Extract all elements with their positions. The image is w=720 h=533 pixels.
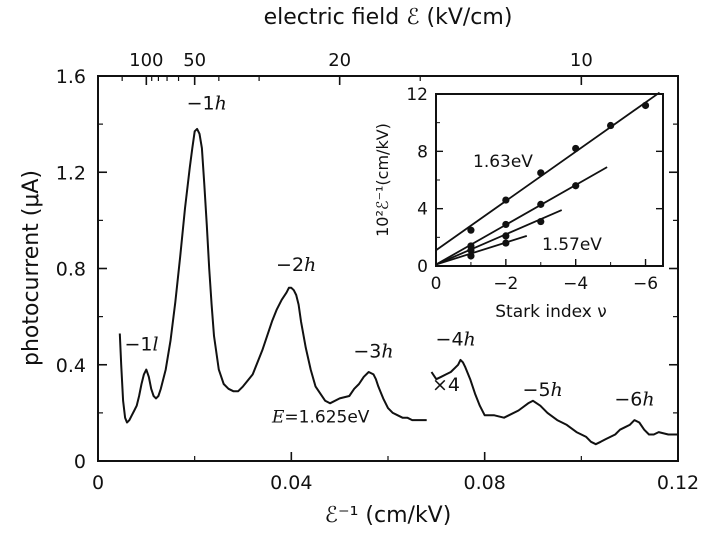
main-x-ticks: 0 0.04 0.08 0.12 bbox=[92, 452, 699, 494]
inset-data-point bbox=[502, 232, 510, 240]
inset-y-tick-label: 8 bbox=[417, 142, 428, 162]
inset-data-point bbox=[572, 182, 580, 190]
peak-label: ×4 bbox=[432, 374, 460, 396]
inset-y-ticks: 0 4 8 12 bbox=[406, 85, 663, 277]
top-axis-tick-label: 10 bbox=[570, 50, 593, 71]
main-x-axis-title: ℰ⁻¹ (cm/kV) bbox=[325, 503, 452, 528]
inset-data-point bbox=[467, 226, 475, 234]
inset-x-tick-label: −2 bbox=[493, 274, 518, 294]
top-axis-tick-label: 20 bbox=[328, 50, 351, 71]
inset-data-point bbox=[537, 200, 545, 208]
peak-order: −4 bbox=[436, 329, 464, 351]
inset-series-label-1-57ev: 1.57eV bbox=[542, 235, 602, 255]
peak-order: −3 bbox=[353, 341, 381, 363]
inset-data-point bbox=[502, 196, 510, 204]
peak-label: −2h bbox=[276, 254, 316, 276]
inset-data-point bbox=[467, 252, 475, 260]
inset-fit-line-2 bbox=[435, 166, 608, 266]
inset-fit-line-1 bbox=[435, 91, 661, 251]
peak-order: −1 bbox=[124, 333, 152, 355]
inset-x-ticks: 0 −2 −4 −6 bbox=[431, 259, 658, 294]
inset-y-tick-label: 4 bbox=[417, 200, 428, 220]
main-y-tick-label: 1.6 bbox=[56, 66, 86, 88]
main-y-axis-title: photocurrent (μA) bbox=[19, 170, 44, 366]
peak-hole-type: l bbox=[152, 333, 158, 355]
inset-x-tick-label: −6 bbox=[633, 274, 658, 294]
peak-label: −4h bbox=[436, 329, 476, 351]
peak-order: −6 bbox=[614, 389, 642, 411]
peak-order: −1 bbox=[187, 93, 215, 115]
inset-points bbox=[467, 101, 650, 260]
main-x-tick-label: 0 bbox=[92, 472, 104, 494]
inset-fit-line-4 bbox=[435, 235, 528, 266]
annotation-value: =1.625eV bbox=[284, 408, 369, 428]
inset-y-axis-title: 10²ℰ⁻¹(cm/kV) bbox=[373, 123, 392, 237]
main-y-tick-label: 0 bbox=[74, 451, 86, 473]
photocurrent-curve-1 bbox=[118, 127, 427, 424]
peak-label: −5h bbox=[523, 379, 563, 401]
peak-label: −1l bbox=[124, 333, 158, 355]
inset-x-tick-label: 0 bbox=[431, 274, 442, 294]
inset-data-point bbox=[537, 217, 545, 226]
peak-hole-type: h bbox=[551, 379, 563, 401]
inset-data-point bbox=[572, 144, 580, 153]
inset-data-point bbox=[607, 121, 615, 130]
peak-hole-type: h bbox=[215, 93, 227, 115]
inset-data-point bbox=[641, 101, 650, 110]
main-y-tick-label: 0.8 bbox=[56, 259, 86, 281]
main-y-ticks: 0 0.4 0.8 1.2 1.6 bbox=[56, 66, 678, 473]
main-y-tick-label: 0.4 bbox=[56, 355, 86, 377]
photocurrent-curve-2 bbox=[430, 358, 678, 446]
peak-hole-type: h bbox=[381, 341, 393, 363]
main-x-tick-label: 0.08 bbox=[464, 472, 506, 494]
inset-y-tick-label: 12 bbox=[406, 85, 428, 105]
top-axis-title: electric field ℰ (kV/cm) bbox=[264, 5, 513, 30]
main-x-tick-label: 0.04 bbox=[270, 472, 312, 494]
main-y-tick-label: 1.2 bbox=[56, 162, 86, 184]
peak-label: −3h bbox=[353, 341, 393, 363]
top-axis-ticks: 100 50 20 10 bbox=[121, 50, 593, 85]
peak-hole-type: h bbox=[304, 254, 316, 276]
peak-hole-type: h bbox=[642, 389, 654, 411]
main-chart: 0 0.4 0.8 1.2 1.6 0 0.04 0.08 0.12 100 50 20 10 −1… bbox=[19, 5, 699, 528]
peak-label: −1h bbox=[187, 93, 227, 115]
top-axis-tick-label: 100 bbox=[129, 50, 163, 71]
inset-data-point bbox=[537, 169, 545, 177]
main-series bbox=[118, 127, 678, 446]
inset-fit-lines bbox=[435, 91, 661, 266]
annotation-variable: E bbox=[271, 408, 285, 428]
peak-annotations: −1l−1h−2h−3h−4h×4 −5h −6hE=1.625eV bbox=[124, 93, 654, 428]
inset-data-point bbox=[502, 220, 510, 229]
peak-order: −2 bbox=[276, 254, 304, 276]
inset-x-tick-label: −4 bbox=[563, 274, 588, 294]
top-axis-tick-label: 50 bbox=[183, 50, 206, 71]
inset-data-point bbox=[467, 246, 475, 254]
peak-order: −5 bbox=[523, 379, 551, 401]
main-x-tick-label: 0.12 bbox=[657, 472, 699, 494]
inset-x-axis-title: Stark index ν bbox=[495, 302, 607, 322]
inset-y-tick-label: 0 bbox=[417, 257, 428, 277]
inset-data-point bbox=[502, 239, 510, 247]
peak-label: E=1.625eV bbox=[271, 408, 370, 428]
peak-hole-type: h bbox=[464, 329, 476, 351]
inset-series-label-1-63ev: 1.63eV bbox=[473, 152, 533, 172]
inset-chart: 0 4 8 12 0 −2 −4 −6 1.63eV 1.57eV Stark index … bbox=[373, 85, 664, 322]
inset-plot-frame bbox=[435, 93, 664, 267]
peak-label: −6h bbox=[614, 389, 654, 411]
